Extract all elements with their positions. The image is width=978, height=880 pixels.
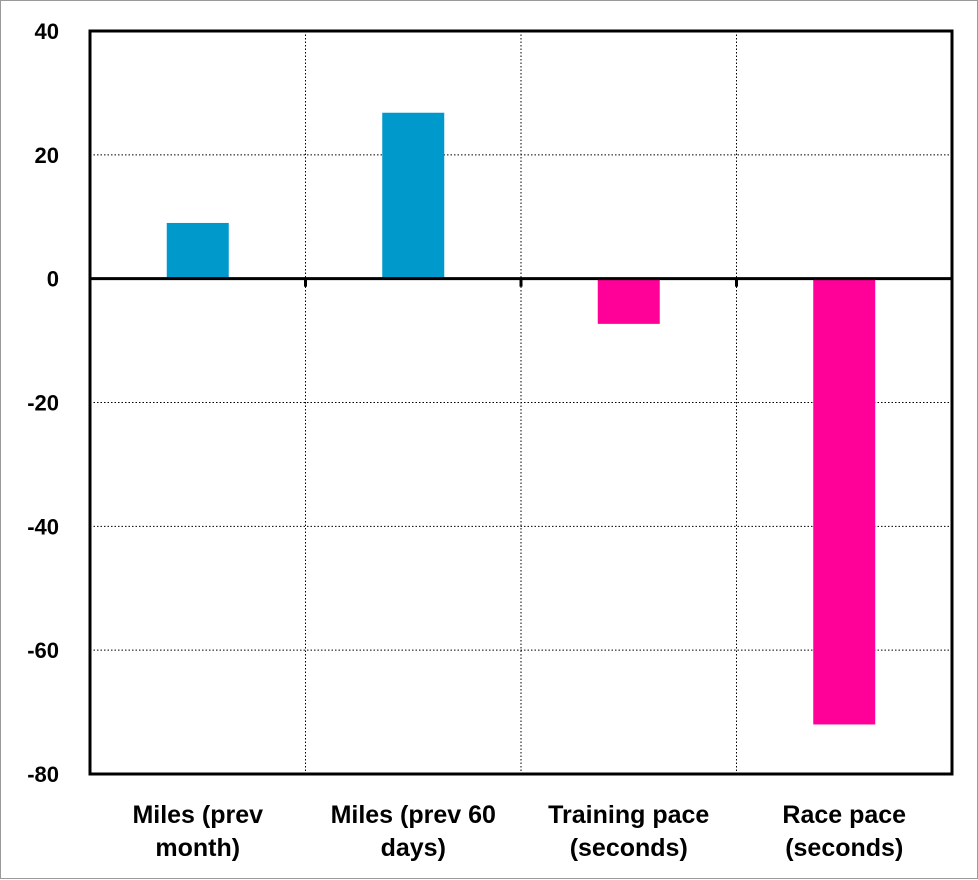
category-label-line: (seconds) xyxy=(785,834,903,862)
bar-4 xyxy=(813,278,876,725)
plot-border xyxy=(88,29,954,776)
category-label-line: Training pace xyxy=(548,801,709,829)
category-label-4: Race pace (seconds) xyxy=(782,801,906,862)
category-label-3: Training pace (seconds) xyxy=(548,801,709,862)
category-label-1: Miles (prev month) xyxy=(132,801,263,862)
category-label-2: Miles (prev 60 days) xyxy=(331,801,496,862)
grid-lines xyxy=(90,31,952,774)
category-label-line: Miles (prev 60 xyxy=(331,801,496,829)
category-label-line: Race pace xyxy=(782,801,906,829)
category-label-line: (seconds) xyxy=(570,834,688,862)
category-label-line: days) xyxy=(381,834,446,862)
bars xyxy=(166,112,876,725)
y-tick-label: -80 xyxy=(27,762,59,787)
y-tick-label: 40 xyxy=(35,19,59,44)
bar-2 xyxy=(382,112,445,279)
bar-1 xyxy=(166,222,229,279)
y-tick-label: 20 xyxy=(35,143,59,168)
y-tick-label: -40 xyxy=(27,514,59,539)
y-tick-label: -20 xyxy=(27,391,59,416)
category-label-line: month) xyxy=(155,834,240,862)
category-labels: Miles (prev month) Miles (prev 60 days) Trai… xyxy=(132,801,906,862)
y-tick-labels: 40 20 0 -20 -40 -60 -80 xyxy=(27,19,59,787)
bar-3 xyxy=(597,278,660,324)
y-tick-label: 0 xyxy=(47,267,59,292)
category-label-line: Miles (prev xyxy=(132,801,263,829)
axes xyxy=(88,29,954,776)
y-tick-label: -60 xyxy=(27,638,59,663)
